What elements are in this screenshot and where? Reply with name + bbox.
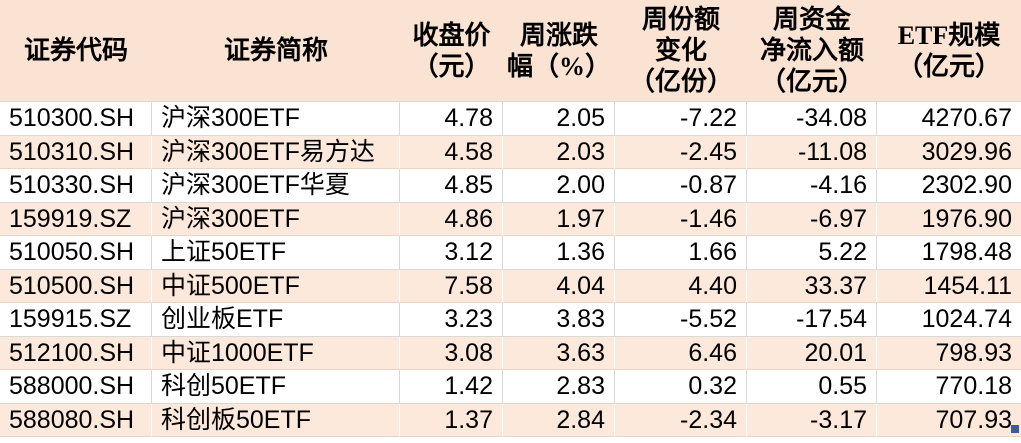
cell-scale: 1798.48 <box>877 236 1021 270</box>
cell-change_pct: 3.83 <box>503 303 615 337</box>
table-body: 510300.SH 沪深300ETF 4.78 2.05 -7.22 -34.08 4270… <box>0 102 1021 437</box>
cell-net_inflow: 0.55 <box>747 370 877 404</box>
cell-share_change: -2.34 <box>615 403 747 437</box>
cell-name: 创业板ETF <box>152 303 400 337</box>
cell-scale: 1024.74 <box>877 303 1021 337</box>
table-row: 510050.SH 上证50ETF 3.12 1.36 1.66 5.22 1798.48 <box>0 236 1021 270</box>
cell-code: 159919.SZ <box>0 202 152 236</box>
cell-change_pct: 2.03 <box>503 135 615 169</box>
cell-close: 3.12 <box>400 236 503 270</box>
cell-net_inflow: -6.97 <box>747 202 877 236</box>
cell-close: 4.85 <box>400 169 503 203</box>
cell-change_pct: 2.05 <box>503 102 615 136</box>
cell-close: 4.78 <box>400 102 503 136</box>
cell-scale: 3029.96 <box>877 135 1021 169</box>
cell-close: 7.58 <box>400 269 503 303</box>
cell-code: 510050.SH <box>0 236 152 270</box>
cell-net_inflow: 33.37 <box>747 269 877 303</box>
cell-name: 科创50ETF <box>152 370 400 404</box>
cell-share_change: -7.22 <box>615 102 747 136</box>
cell-net_inflow: 5.22 <box>747 236 877 270</box>
table-row: 510300.SH 沪深300ETF 4.78 2.05 -7.22 -34.08 4270… <box>0 102 1021 136</box>
cell-name: 中证1000ETF <box>152 336 400 370</box>
cell-code: 588080.SH <box>0 403 152 437</box>
header-row: 证券代码 证券简称 收盘价 （元） 周涨跌 幅（%） 周份额 变化 （亿份） 周资金 净流… <box>0 0 1021 102</box>
cell-share_change: 1.66 <box>615 236 747 270</box>
table-row: 588000.SH 科创50ETF 1.42 2.83 0.32 0.55 770.18 <box>0 370 1021 404</box>
cell-name: 沪深300ETF <box>152 102 400 136</box>
cell-close: 1.37 <box>400 403 503 437</box>
cell-share_change: -2.45 <box>615 135 747 169</box>
cell-close: 3.23 <box>400 303 503 337</box>
table-row: 588080.SH 科创板50ETF 1.37 2.84 -2.34 -3.17 707.9… <box>0 403 1021 437</box>
cell-close: 4.86 <box>400 202 503 236</box>
cell-share_change: -1.46 <box>615 202 747 236</box>
cell-scale: 798.93 <box>877 336 1021 370</box>
cell-code: 510300.SH <box>0 102 152 136</box>
cell-share_change: 0.32 <box>615 370 747 404</box>
cell-net_inflow: 20.01 <box>747 336 877 370</box>
cell-name: 科创板50ETF <box>152 403 400 437</box>
cell-change_pct: 2.83 <box>503 370 615 404</box>
cell-scale: 707.93 <box>877 403 1021 437</box>
cell-share_change: 6.46 <box>615 336 747 370</box>
cell-share_change: -5.52 <box>615 303 747 337</box>
cell-change_pct: 2.00 <box>503 169 615 203</box>
cell-net_inflow: -17.54 <box>747 303 877 337</box>
table-row: 159919.SZ 沪深300ETF 4.86 1.97 -1.46 -6.97 1976.… <box>0 202 1021 236</box>
cell-name: 沪深300ETF华夏 <box>152 169 400 203</box>
column-header-scale: ETF规模 （亿元） <box>877 0 1021 102</box>
cell-share_change: 4.40 <box>615 269 747 303</box>
cell-scale: 1976.90 <box>877 202 1021 236</box>
table-row: 510500.SH 中证500ETF 7.58 4.04 4.40 33.37 1454.1… <box>0 269 1021 303</box>
cell-close: 4.58 <box>400 135 503 169</box>
cell-change_pct: 3.63 <box>503 336 615 370</box>
cell-net_inflow: -4.16 <box>747 169 877 203</box>
column-header-net_inflow: 周资金 净流入额 （亿元） <box>747 0 877 102</box>
cell-code: 588000.SH <box>0 370 152 404</box>
cell-net_inflow: -11.08 <box>747 135 877 169</box>
cell-code: 510310.SH <box>0 135 152 169</box>
cell-change_pct: 1.36 <box>503 236 615 270</box>
column-header-code: 证券代码 <box>0 0 152 102</box>
cell-scale: 4270.67 <box>877 102 1021 136</box>
column-header-name: 证券简称 <box>152 0 400 102</box>
cell-change_pct: 4.04 <box>503 269 615 303</box>
cell-name: 上证50ETF <box>152 236 400 270</box>
table-row: 512100.SH 中证1000ETF 3.08 3.63 6.46 20.01 798.9… <box>0 336 1021 370</box>
table-row: 510310.SH 沪深300ETF易方达 4.58 2.03 -2.45 -11.08 3… <box>0 135 1021 169</box>
cell-close: 3.08 <box>400 336 503 370</box>
column-header-share_change: 周份额 变化 （亿份） <box>615 0 747 102</box>
cell-net_inflow: -34.08 <box>747 102 877 136</box>
cell-share_change: -0.87 <box>615 169 747 203</box>
cell-code: 512100.SH <box>0 336 152 370</box>
cell-scale: 1454.11 <box>877 269 1021 303</box>
selection-fill-handle[interactable] <box>1011 425 1019 433</box>
cell-change_pct: 2.84 <box>503 403 615 437</box>
cell-name: 沪深300ETF <box>152 202 400 236</box>
cell-change_pct: 1.97 <box>503 202 615 236</box>
cell-close: 1.42 <box>400 370 503 404</box>
column-header-change_pct: 周涨跌 幅（%） <box>503 0 615 102</box>
cell-code: 510330.SH <box>0 169 152 203</box>
column-header-close: 收盘价 （元） <box>400 0 503 102</box>
cell-scale: 2302.90 <box>877 169 1021 203</box>
cell-scale: 770.18 <box>877 370 1021 404</box>
cell-code: 159915.SZ <box>0 303 152 337</box>
cell-name: 中证500ETF <box>152 269 400 303</box>
cell-code: 510500.SH <box>0 269 152 303</box>
cell-net_inflow: -3.17 <box>747 403 877 437</box>
cell-name: 沪深300ETF易方达 <box>152 135 400 169</box>
table-row: 159915.SZ 创业板ETF 3.23 3.83 -5.52 -17.54 1024.7… <box>0 303 1021 337</box>
table-row: 510330.SH 沪深300ETF华夏 4.85 2.00 -0.87 -4.16 230… <box>0 169 1021 203</box>
